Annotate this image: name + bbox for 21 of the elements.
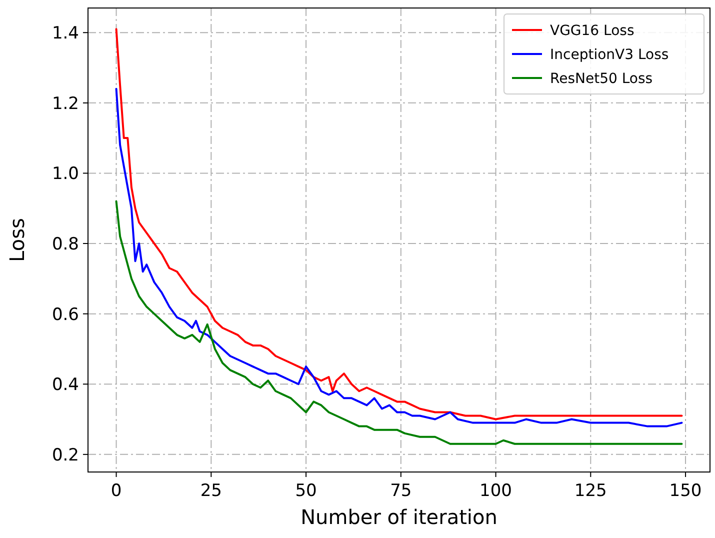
y-tick-label: 0.8 (52, 234, 79, 254)
x-axis-title: Number of iteration (300, 505, 498, 529)
legend-label: InceptionV3 Loss (550, 46, 669, 63)
x-tick-label: 150 (669, 481, 702, 501)
legend-label: VGG16 Loss (550, 22, 634, 39)
y-tick-label: 1.2 (52, 94, 79, 114)
x-tick-label: 50 (295, 481, 317, 501)
x-tick-label: 125 (574, 481, 607, 501)
legend-label: ResNet50 Loss (550, 70, 653, 87)
y-tick-label: 0.2 (52, 445, 79, 466)
line-series (115, 88, 683, 428)
line-series (115, 200, 683, 445)
y-tick-label: 0.4 (52, 375, 79, 396)
y-axis-title: Loss (5, 218, 29, 262)
y-tick-label: 0.6 (52, 304, 79, 325)
x-tick-label: 100 (480, 481, 512, 501)
x-tick-label: 0 (110, 481, 122, 501)
y-tick-label: 1.4 (52, 24, 79, 44)
x-tick-label: 25 (200, 481, 222, 501)
y-tick-label: 1.0 (52, 164, 79, 184)
x-tick-label: 75 (390, 481, 412, 501)
